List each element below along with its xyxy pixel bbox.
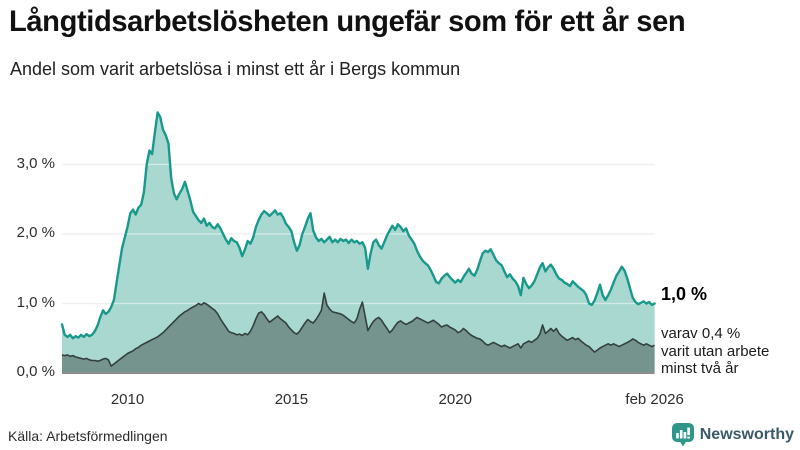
x-axis-tick-label: 2015 — [274, 391, 309, 408]
y-axis-tick-label: 0,0 % — [16, 363, 55, 380]
x-axis-tick-label: 2020 — [438, 391, 472, 408]
end-value-sublabel: varav 0,4 % varit utan arbete minst två … — [661, 325, 769, 378]
sublabel-line-3: minst två år — [661, 360, 739, 377]
x-axis-tick-label: 2010 — [110, 391, 145, 408]
newsworthy-barchart-icon — [671, 423, 694, 447]
sublabel-line-2: varit utan arbete — [661, 342, 770, 360]
x-axis-tick-label: feb 2026 — [625, 391, 684, 408]
source-credit: Källa: Arbetsförmedlingen — [8, 428, 168, 444]
end-value-label: 1,0 % — [661, 284, 708, 304]
sublabel-line-1: varav 0,4 % — [661, 325, 741, 342]
newsworthy-logo: Newsworthy — [671, 423, 794, 447]
y-axis-tick-label: 1,0 % — [16, 293, 55, 311]
page-title: Långtidsarbetslösheten ungefär som för e… — [9, 5, 686, 38]
newsworthy-wordmark: Newsworthy — [699, 426, 794, 443]
chart-subtitle: Andel som varit arbetslösa i minst ett å… — [10, 59, 461, 79]
y-axis-tick-label: 2,0 % — [16, 224, 55, 241]
y-axis-tick-label: 3,0 % — [16, 154, 55, 172]
